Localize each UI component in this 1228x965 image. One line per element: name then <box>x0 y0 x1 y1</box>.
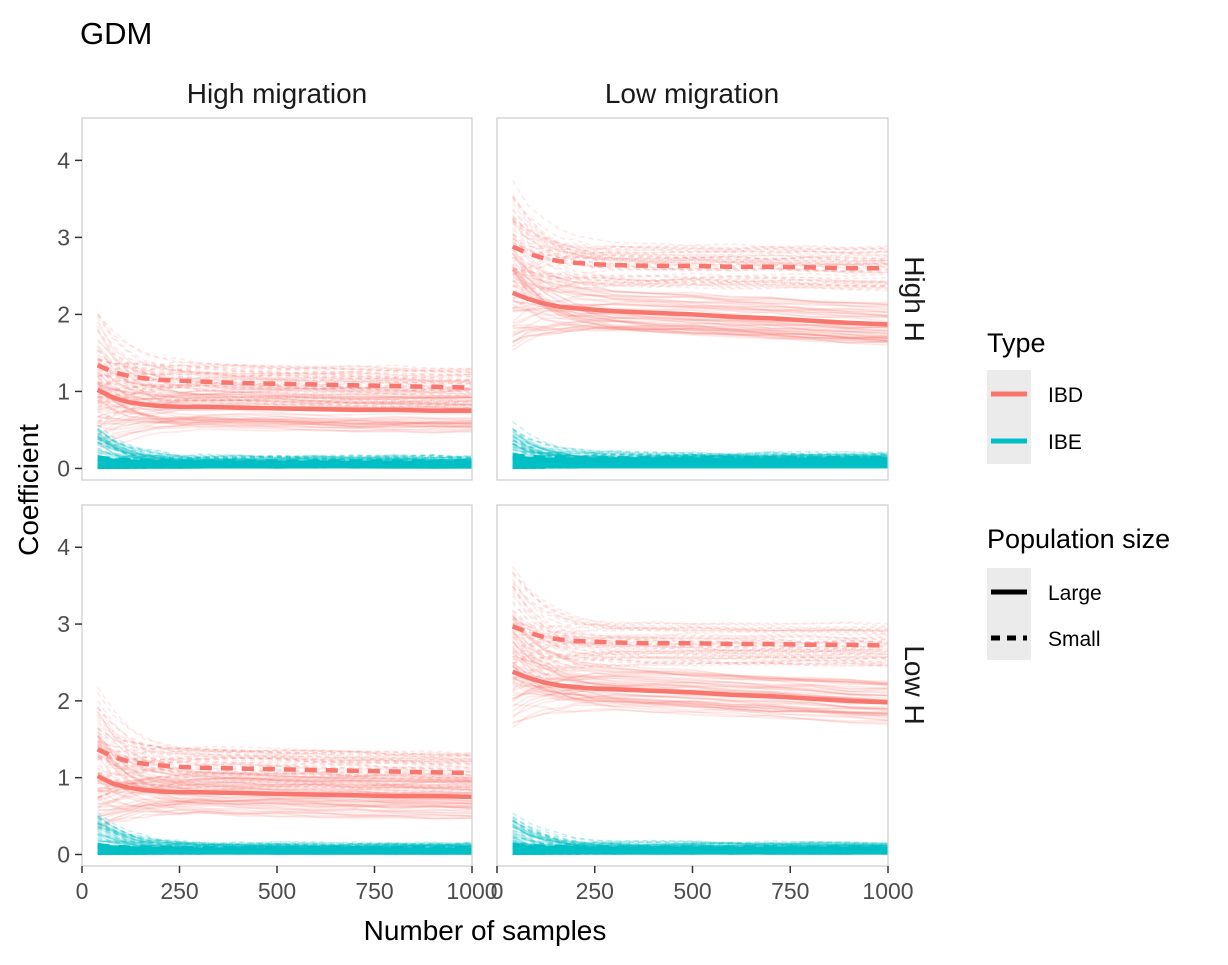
panel-low-migration-low-h <box>497 505 888 866</box>
legend-label-ibd: IBD <box>1048 384 1083 407</box>
x-tick-label: 500 <box>673 878 711 904</box>
x-axis-label: Number of samples <box>364 915 607 946</box>
x-tick-label: 500 <box>258 878 296 904</box>
panels-layer <box>82 118 888 866</box>
legend-label-ibe: IBE <box>1048 431 1082 454</box>
panel-low-migration-high-h <box>497 118 888 480</box>
y-tick-label: 2 <box>57 688 70 714</box>
y-tick-label: 0 <box>57 841 70 867</box>
y-tick-label: 0 <box>57 455 70 481</box>
facet-row-label-high-h: High H <box>899 256 930 342</box>
facet-col-label-low-migration: Low migration <box>605 78 779 109</box>
panel-high-migration-high-h <box>82 118 472 480</box>
y-tick-label: 1 <box>57 765 70 791</box>
panel-high-migration-low-h <box>82 505 472 866</box>
legend: Type IBD IBE Population size Large Small <box>987 328 1170 660</box>
y-tick-label: 4 <box>57 147 70 173</box>
x-tick-label: 750 <box>355 878 393 904</box>
x-tick-label: 1000 <box>862 878 913 904</box>
x-tick-label: 0 <box>491 878 504 904</box>
chart-title: GDM <box>80 16 152 51</box>
legend-label-small: Small <box>1048 628 1101 651</box>
y-tick-label: 3 <box>57 611 70 637</box>
legend-type-key-bg <box>987 370 1031 464</box>
legend-type-title: Type <box>987 328 1046 358</box>
x-tick-label: 250 <box>160 878 198 904</box>
y-tick-label: 4 <box>57 534 70 560</box>
y-axis-label: Coefficient <box>13 424 44 556</box>
x-tick-label: 0 <box>76 878 89 904</box>
legend-size-title: Population size <box>987 524 1170 554</box>
x-tick-label: 250 <box>576 878 614 904</box>
y-tick-label: 3 <box>57 224 70 250</box>
x-tick-label: 750 <box>771 878 809 904</box>
legend-label-large: Large <box>1048 582 1102 605</box>
facet-row-label-low-h: Low H <box>899 645 930 724</box>
legend-size-key-bg <box>987 568 1031 660</box>
y-tick-label: 1 <box>57 378 70 404</box>
facet-col-label-high-migration: High migration <box>187 78 368 109</box>
y-tick-label: 2 <box>57 301 70 327</box>
